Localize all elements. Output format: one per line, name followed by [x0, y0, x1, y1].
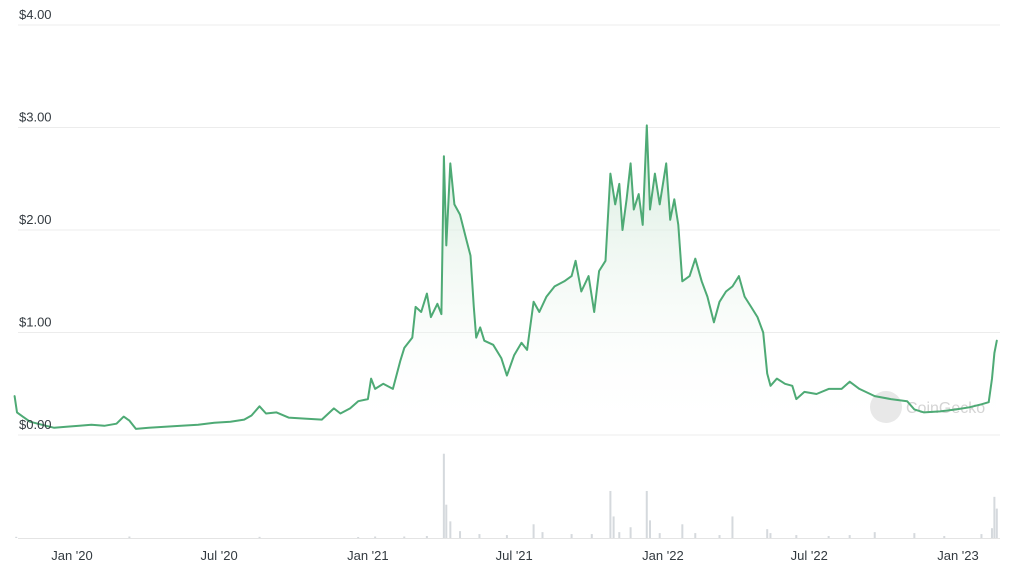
x-tick-label: Jul '20: [201, 548, 238, 563]
volume-bar: [478, 534, 481, 538]
volume-bar: [15, 536, 18, 538]
x-tick-label: Jul '21: [496, 548, 533, 563]
volume-bar: [980, 534, 983, 538]
y-tick-label: $1.00: [19, 315, 52, 330]
volume-bar: [449, 521, 452, 538]
volume-bar: [374, 536, 377, 538]
x-tick-label: Jan '22: [642, 548, 684, 563]
volume-bar: [694, 533, 697, 538]
volume-bar: [128, 536, 131, 538]
volume-bars: [15, 453, 998, 538]
volume-bar: [649, 520, 652, 538]
price-series-line: [13, 124, 998, 430]
volume-bar: [795, 535, 798, 538]
volume-bar: [645, 490, 648, 538]
x-axis-labels: Jan '20 Jul '20 Jan '21 Jul '21 Jan '22 Jul '…: [51, 548, 979, 563]
volume-bar: [658, 533, 661, 538]
volume-bar: [425, 536, 428, 538]
volume-bar: [442, 453, 445, 538]
volume-bar: [990, 528, 993, 538]
x-tick-label: Jan '21: [347, 548, 389, 563]
volume-bar: [357, 537, 360, 538]
volume-bar: [590, 534, 593, 538]
y-tick-label: $2.00: [19, 212, 52, 227]
volume-bar: [403, 536, 406, 538]
x-tick-label: Jan '23: [937, 548, 979, 563]
volume-bar: [459, 531, 462, 538]
y-tick-label: $3.00: [19, 110, 52, 125]
volume-bar: [532, 524, 535, 538]
volume-bar: [681, 524, 684, 538]
volume-bar: [995, 508, 998, 538]
volume-bar: [769, 533, 772, 538]
volume-bar: [718, 535, 721, 538]
y-tick-label: $4.00: [19, 7, 52, 22]
y-axis-labels: $0.00 $1.00 $2.00 $3.00 $4.00: [19, 7, 52, 432]
watermark-text: CoinGecko: [906, 400, 985, 417]
y-tick-label: $0.00: [19, 417, 52, 432]
price-area: [14, 125, 997, 436]
volume-bar: [505, 535, 508, 538]
x-tick-label: Jul '22: [791, 548, 828, 563]
volume-bar: [445, 504, 448, 538]
grid-lines: [18, 24, 1000, 539]
x-tick-label: Jan '20: [51, 548, 93, 563]
volume-bar: [766, 529, 769, 538]
volume-bar: [541, 532, 544, 538]
volume-bar: [570, 534, 573, 538]
price-area-fill: [14, 125, 997, 436]
volume-bar: [993, 496, 996, 538]
volume-bar: [731, 516, 734, 538]
volume-bar: [848, 535, 851, 538]
volume-bar: [618, 532, 621, 538]
volume-bar: [827, 536, 830, 538]
volume-bar: [609, 490, 612, 538]
volume-bar: [943, 536, 946, 538]
volume-bar: [873, 532, 876, 538]
volume-bar: [629, 527, 632, 538]
volume-bar: [258, 536, 261, 538]
price-line: [13, 124, 998, 430]
volume-bar: [913, 533, 916, 538]
volume-bar: [612, 516, 615, 538]
